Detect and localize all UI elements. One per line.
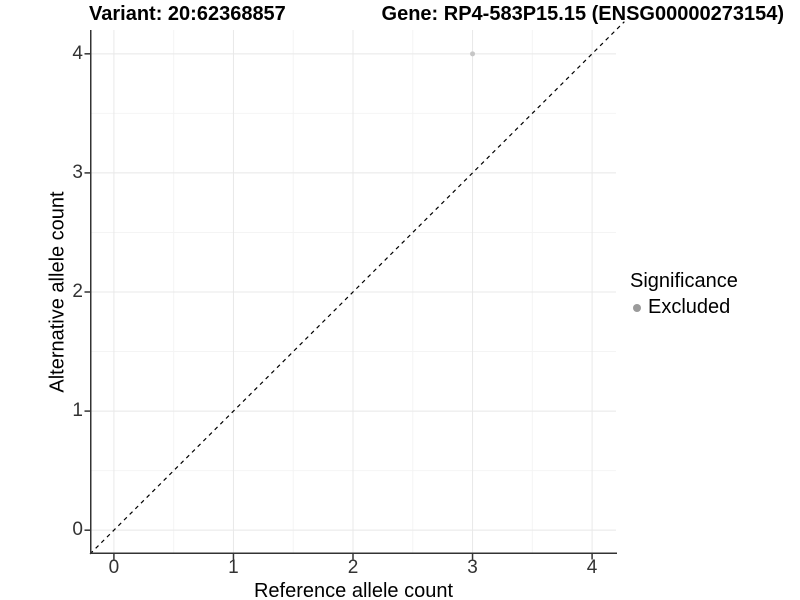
y-tick-label: 1: [72, 400, 83, 422]
y-tick-label: 0: [72, 519, 83, 541]
x-tick-label: 4: [586, 557, 598, 578]
legend-title: Significance: [630, 270, 738, 292]
x-tick-label: 3: [467, 557, 478, 578]
plot-canvas: [84, 21, 625, 560]
data-point: [470, 51, 476, 57]
identity-dashed-line: [89, 21, 625, 555]
legend-item-excluded: Excluded: [630, 296, 738, 319]
gene-title: Gene: RP4-583P15.15 (ENSG00000273154): [381, 3, 784, 25]
y-tick-label: 2: [72, 281, 83, 302]
x-axis-title: Reference allele count: [253, 580, 453, 600]
legend-item-label: Excluded: [648, 296, 731, 318]
y-axis-title: Alternative allele count: [46, 191, 69, 393]
variant-title: Variant: 20:62368857: [89, 3, 286, 25]
legend: Significance Excluded: [630, 270, 738, 319]
plot-panel: [84, 21, 625, 560]
x-tick-label: 2: [347, 557, 359, 578]
y-tick-label: 4: [72, 42, 83, 64]
legend-point-icon: [633, 303, 641, 312]
y-tick-label: 3: [72, 161, 83, 183]
x-tick-label: 1: [228, 557, 239, 578]
x-tick-label: 0: [108, 557, 120, 578]
